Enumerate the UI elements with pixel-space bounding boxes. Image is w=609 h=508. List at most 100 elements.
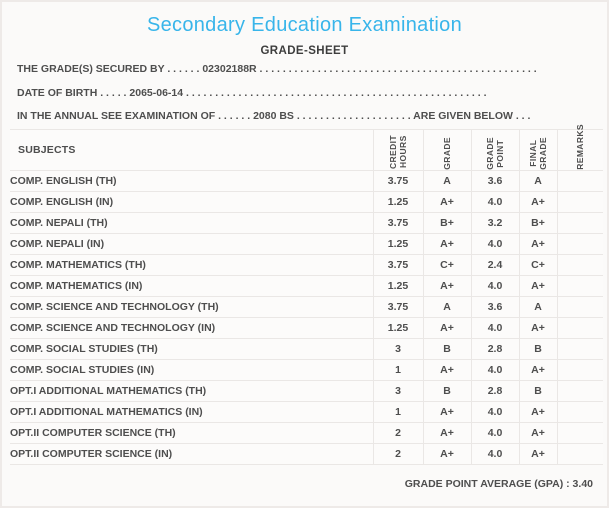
table-row: OPT.I ADDITIONAL MATHEMATICS (IN) 1 A+ 4… bbox=[10, 401, 603, 423]
final-grade-cell: A+ bbox=[518, 275, 557, 297]
subject-cell: COMP. SOCIAL STUDIES (TH) bbox=[10, 338, 373, 360]
vertical-label-wrap: GRADE POINT bbox=[472, 130, 519, 170]
grade-cell: A+ bbox=[422, 317, 471, 339]
subject-cell: COMP. NEPALI (IN) bbox=[10, 233, 373, 255]
table-row: OPT.I ADDITIONAL MATHEMATICS (TH) 3 B 2.… bbox=[10, 380, 603, 402]
final-grade-cell: A+ bbox=[518, 233, 557, 255]
credit-hours-cell: 1.25 bbox=[372, 275, 423, 297]
subject-cell: COMP. SCIENCE AND TECHNOLOGY (IN) bbox=[10, 317, 373, 339]
credit-hours-cell: 1 bbox=[372, 401, 423, 423]
grade-point-cell: 3.2 bbox=[470, 212, 519, 234]
column-header-grade-point: GRADE POINT bbox=[470, 128, 519, 171]
column-header-grade: GRADE bbox=[422, 128, 471, 171]
credit-hours-cell: 3 bbox=[372, 338, 423, 360]
gpa-summary: GRADE POINT AVERAGE (GPA) : 3.40 bbox=[404, 477, 593, 490]
credit-hours-cell: 3.75 bbox=[372, 254, 423, 276]
remarks-cell bbox=[556, 296, 603, 318]
info-line-exam-year: IN THE ANNUAL SEE EXAMINATION OF . . . .… bbox=[17, 110, 531, 122]
subject-cell: OPT.I ADDITIONAL MATHEMATICS (TH) bbox=[10, 380, 373, 402]
grade-cell: B bbox=[422, 380, 471, 402]
column-header-credit-hours: CREDIT HOURS bbox=[372, 128, 423, 171]
grade-point-cell: 3.6 bbox=[470, 296, 519, 318]
final-grade-cell: A bbox=[518, 296, 557, 318]
subject-cell: COMP. NEPALI (TH) bbox=[10, 212, 373, 234]
grade-cell: A bbox=[422, 170, 471, 192]
grade-cell: A+ bbox=[422, 422, 471, 444]
credit-hours-cell: 1 bbox=[372, 359, 423, 381]
grade-cell: A+ bbox=[422, 191, 471, 213]
grade-cell: A bbox=[422, 296, 471, 318]
table-row: COMP. ENGLISH (TH) 3.75 A 3.6 A bbox=[10, 170, 603, 192]
column-header-remarks: REMARKS bbox=[556, 124, 604, 171]
remarks-cell bbox=[556, 191, 603, 213]
credit-hours-cell: 2 bbox=[372, 443, 423, 465]
remarks-cell bbox=[556, 401, 603, 423]
table-row: OPT.II COMPUTER SCIENCE (IN) 2 A+ 4.0 A+ bbox=[10, 443, 603, 465]
final-grade-cell: A+ bbox=[518, 401, 557, 423]
final-grade-cell: B+ bbox=[518, 212, 557, 234]
grade-point-cell: 4.0 bbox=[470, 443, 519, 465]
remarks-cell bbox=[556, 443, 603, 465]
final-grade-cell: A+ bbox=[518, 359, 557, 381]
table-row: COMP. SCIENCE AND TECHNOLOGY (IN) 1.25 A… bbox=[10, 317, 603, 339]
page-title: Secondary Education Examination bbox=[146, 14, 463, 36]
vertical-label-wrap: REMARKS bbox=[558, 124, 604, 170]
table-row: COMP. SOCIAL STUDIES (TH) 3 B 2.8 B bbox=[10, 338, 603, 360]
final-grade-cell: A bbox=[518, 170, 557, 192]
column-header-final-grade: FINAL GRADE bbox=[518, 128, 557, 171]
table-row: COMP. SCIENCE AND TECHNOLOGY (TH) 3.75 A… bbox=[10, 296, 603, 318]
subject-cell: COMP. SCIENCE AND TECHNOLOGY (TH) bbox=[10, 296, 373, 318]
final-grade-cell: A+ bbox=[518, 422, 557, 444]
grade-cell: A+ bbox=[422, 359, 471, 381]
remarks-cell bbox=[556, 380, 603, 402]
credit-hours-cell: 1.25 bbox=[372, 317, 423, 339]
credit-hours-cell: 2 bbox=[372, 422, 423, 444]
subject-cell: OPT.II COMPUTER SCIENCE (TH) bbox=[10, 422, 373, 444]
grade-point-cell: 2.8 bbox=[470, 338, 519, 360]
grade-sheet-heading: GRADE-SHEET bbox=[260, 45, 349, 57]
grade-point-cell: 3.6 bbox=[470, 170, 519, 192]
remarks-cell bbox=[556, 338, 603, 360]
subject-cell: OPT.II COMPUTER SCIENCE (IN) bbox=[10, 443, 373, 465]
grade-point-cell: 4.0 bbox=[470, 422, 519, 444]
credit-hours-cell: 3 bbox=[372, 380, 423, 402]
grade-cell: B+ bbox=[422, 212, 471, 234]
grade-point-cell: 4.0 bbox=[470, 401, 519, 423]
grade-point-cell: 2.8 bbox=[470, 380, 519, 402]
column-header-grade-label: GRADE bbox=[441, 136, 452, 170]
grades-table-head: SUBJECTS CREDIT HOURS GRADE GRADE POINT bbox=[10, 124, 604, 171]
column-header-remarks-label: REMARKS bbox=[574, 123, 585, 170]
remarks-cell bbox=[556, 233, 603, 255]
table-row: OPT.II COMPUTER SCIENCE (TH) 2 A+ 4.0 A+ bbox=[10, 422, 603, 444]
final-grade-cell: A+ bbox=[518, 317, 557, 339]
candidate-info: THE GRADE(S) SECURED BY . . . . . . 0230… bbox=[17, 58, 569, 129]
subject-cell: COMP. MATHEMATICS (TH) bbox=[10, 254, 373, 276]
remarks-cell bbox=[556, 212, 603, 234]
credit-hours-cell: 3.75 bbox=[372, 170, 423, 192]
grades-table-body: COMP. ENGLISH (TH) 3.75 A 3.6 A COMP. EN… bbox=[10, 170, 603, 465]
table-row: COMP. SOCIAL STUDIES (IN) 1 A+ 4.0 A+ bbox=[10, 359, 603, 381]
grade-point-cell: 4.0 bbox=[470, 233, 519, 255]
grade-cell: A+ bbox=[422, 233, 471, 255]
subject-cell: COMP. MATHEMATICS (IN) bbox=[10, 275, 373, 297]
subject-cell: OPT.I ADDITIONAL MATHEMATICS (IN) bbox=[10, 401, 373, 423]
grade-point-cell: 4.0 bbox=[470, 359, 519, 381]
grade-cell: A+ bbox=[422, 275, 471, 297]
vertical-label-wrap: CREDIT HOURS bbox=[374, 130, 423, 170]
grade-point-cell: 2.4 bbox=[470, 254, 519, 276]
grade-cell: A+ bbox=[422, 443, 471, 465]
grade-cell: B bbox=[422, 338, 471, 360]
remarks-cell bbox=[556, 422, 603, 444]
column-header-grade-point-label: GRADE POINT bbox=[484, 136, 505, 170]
table-header-row: SUBJECTS CREDIT HOURS GRADE GRADE POINT bbox=[10, 124, 604, 171]
info-line-grades-secured-by: THE GRADE(S) SECURED BY . . . . . . 0230… bbox=[17, 63, 537, 75]
column-header-credit-hours-label: CREDIT HOURS bbox=[387, 135, 408, 170]
credit-hours-cell: 1.25 bbox=[372, 233, 423, 255]
final-grade-cell: A+ bbox=[518, 443, 557, 465]
vertical-label-wrap: FINAL GRADE bbox=[520, 130, 557, 170]
remarks-cell bbox=[556, 254, 603, 276]
info-line-date-of-birth: DATE OF BIRTH . . . . . 2065-06-14 . . .… bbox=[17, 86, 487, 99]
subject-cell: COMP. ENGLISH (IN) bbox=[10, 191, 373, 213]
remarks-cell bbox=[556, 170, 603, 192]
